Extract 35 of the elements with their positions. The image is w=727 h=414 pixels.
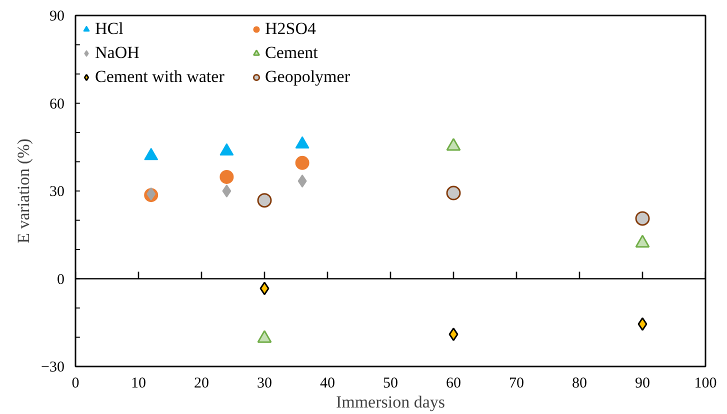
- x-tick-label: 20: [194, 376, 209, 392]
- point: [298, 174, 307, 188]
- y-tick-label: −30: [41, 360, 65, 376]
- y-axis-title: E variation (%): [14, 138, 34, 244]
- legend-label: Geopolymer: [265, 67, 351, 87]
- legend-label: NaOH: [95, 43, 140, 63]
- point: [638, 317, 648, 331]
- x-tick-label: 90: [635, 376, 650, 392]
- point: [295, 156, 310, 170]
- x-tick-label: 10: [131, 376, 146, 392]
- point: [222, 184, 232, 198]
- y-tick-label: 90: [50, 8, 64, 24]
- x-tick-label: 0: [72, 376, 80, 392]
- point: [446, 186, 461, 200]
- point: [146, 187, 156, 200]
- x-axis-title: Immersion days: [336, 392, 446, 412]
- point: [220, 170, 234, 184]
- legend-label: H2SO4: [265, 19, 318, 39]
- legend-label: Cement with water: [95, 67, 226, 87]
- y-tick-label: 30: [50, 184, 64, 200]
- x-tick-label: 40: [320, 376, 335, 392]
- point: [635, 211, 650, 226]
- legend-label: Cement: [265, 43, 319, 63]
- x-tick-label: 80: [572, 376, 587, 392]
- x-tick-label: 60: [446, 376, 461, 392]
- x-tick-label: 50: [383, 376, 398, 392]
- point: [448, 328, 458, 342]
- point: [257, 193, 272, 208]
- legend-label: HCl: [95, 19, 124, 39]
- y-tick-label: 0: [57, 272, 64, 288]
- point: [260, 282, 270, 296]
- x-tick-label: 30: [257, 376, 272, 392]
- x-tick-label: 100: [694, 376, 717, 392]
- x-tick-label: 70: [509, 376, 524, 392]
- y-tick-label: 60: [50, 96, 64, 112]
